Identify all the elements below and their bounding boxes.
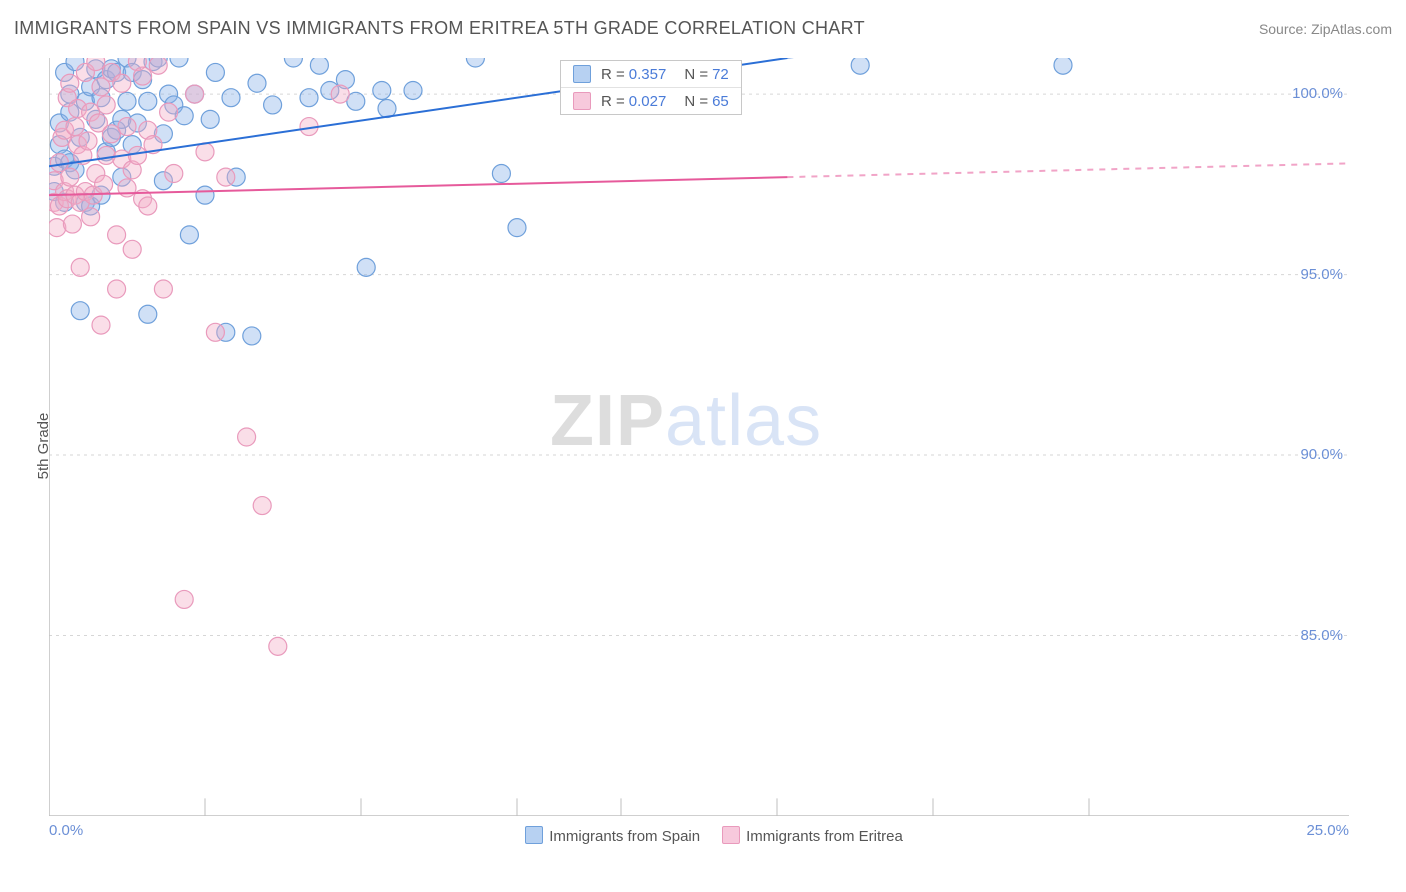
source-name: ZipAtlas.com: [1311, 21, 1392, 37]
top-legend-swatch-eritrea: [573, 92, 591, 110]
y-tick-label: 100.0%: [1292, 85, 1343, 102]
source-attribution: Source: ZipAtlas.com: [1259, 21, 1392, 37]
bottom-legend: Immigrants from Spain Immigrants from Eri…: [0, 826, 1406, 845]
top-legend-row-eritrea: R =0.027 N =65: [561, 87, 741, 114]
top-legend-R-value-eritrea: 0.027: [629, 93, 667, 110]
y-tick-label: 95.0%: [1300, 266, 1343, 283]
top-legend-N-value-eritrea: 65: [712, 93, 729, 110]
top-legend-R-label: R =: [601, 66, 625, 83]
top-legend-R-label: R =: [601, 93, 625, 110]
legend-label-spain: Immigrants from Spain: [549, 828, 700, 845]
top-legend-R-value-spain: 0.357: [629, 66, 667, 83]
top-legend-swatch-spain: [573, 65, 591, 83]
scatter-plot-svg: [49, 58, 1349, 816]
source-prefix: Source:: [1259, 21, 1311, 37]
top-legend-N-value-spain: 72: [712, 66, 729, 83]
top-legend-row-spain: R =0.357 N =72: [561, 61, 741, 87]
top-legend-N-label: N =: [684, 66, 708, 83]
top-legend: R =0.357 N =72 R =0.027 N =65: [560, 60, 742, 115]
chart-title: IMMIGRANTS FROM SPAIN VS IMMIGRANTS FROM…: [14, 18, 865, 39]
legend-swatch-eritrea: [722, 826, 740, 844]
legend-label-eritrea: Immigrants from Eritrea: [746, 828, 903, 845]
top-legend-N-label: N =: [684, 93, 708, 110]
y-tick-label: 90.0%: [1300, 446, 1343, 463]
chart-header: IMMIGRANTS FROM SPAIN VS IMMIGRANTS FROM…: [14, 18, 1392, 39]
y-tick-label: 85.0%: [1300, 627, 1343, 644]
legend-swatch-spain: [525, 826, 543, 844]
plot-area: 85.0% 90.0% 95.0% 100.0%: [49, 58, 1349, 816]
